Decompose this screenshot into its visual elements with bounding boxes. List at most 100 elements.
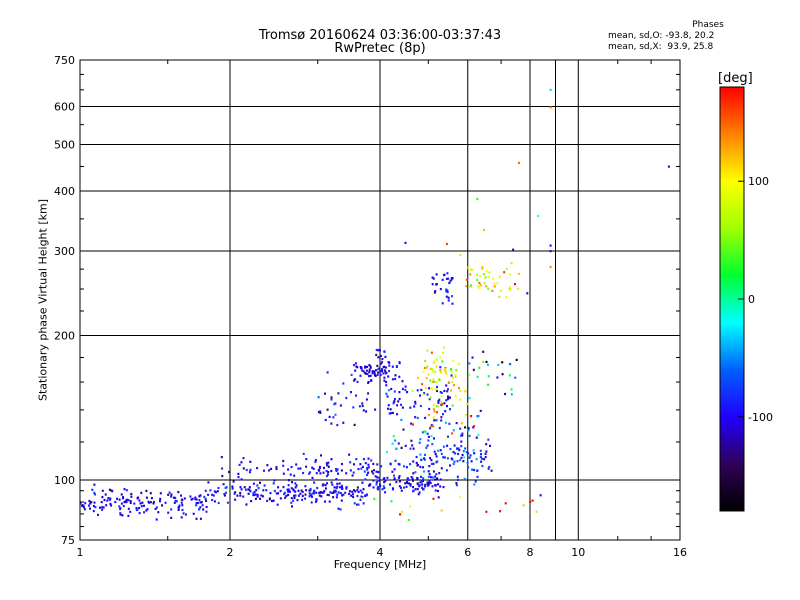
- data-point: [458, 387, 460, 390]
- data-point: [395, 481, 398, 484]
- data-point: [435, 473, 438, 476]
- data-point: [379, 484, 382, 488]
- data-point: [539, 494, 542, 497]
- data-point: [384, 366, 387, 369]
- data-point: [417, 493, 420, 496]
- data-point: [479, 284, 482, 287]
- data-point: [327, 465, 330, 468]
- data-point: [428, 387, 430, 390]
- data-point: [451, 295, 453, 298]
- data-point: [292, 499, 295, 502]
- data-point: [457, 478, 459, 481]
- data-point: [462, 450, 465, 453]
- data-point: [222, 483, 225, 486]
- data-point: [138, 506, 141, 510]
- data-point: [400, 418, 403, 421]
- data-point: [430, 387, 433, 390]
- data-point: [421, 483, 424, 486]
- data-point: [402, 428, 405, 431]
- data-point: [375, 483, 378, 486]
- data-point: [199, 494, 202, 497]
- data-point: [237, 476, 240, 479]
- data-point: [239, 491, 242, 495]
- data-point: [549, 265, 552, 269]
- data-point: [138, 499, 141, 502]
- data-point: [145, 496, 148, 499]
- data-point: [438, 472, 441, 475]
- data-point: [361, 497, 364, 500]
- data-point: [444, 410, 447, 413]
- data-point: [292, 488, 295, 491]
- data-point: [395, 447, 398, 450]
- data-point: [333, 403, 336, 406]
- data-point: [217, 501, 220, 505]
- data-point: [198, 495, 201, 498]
- data-point: [233, 492, 236, 495]
- data-point: [300, 489, 303, 492]
- data-point: [364, 494, 367, 497]
- data-point: [254, 497, 257, 500]
- data-point: [291, 505, 293, 508]
- data-point: [118, 505, 121, 508]
- data-point: [259, 497, 261, 500]
- data-point: [432, 470, 435, 473]
- data-point: [234, 491, 237, 494]
- data-point: [377, 349, 380, 352]
- data-point: [125, 499, 128, 502]
- data-point: [221, 467, 224, 470]
- data-point: [89, 502, 92, 505]
- data-point: [436, 411, 438, 414]
- data-point: [150, 497, 153, 500]
- data-point: [345, 396, 348, 400]
- data-point: [327, 461, 330, 464]
- data-point: [510, 388, 513, 391]
- y-tick-label: 100: [54, 474, 75, 487]
- data-point: [364, 372, 367, 375]
- data-point: [287, 489, 290, 492]
- data-point: [441, 302, 444, 305]
- data-point: [367, 471, 370, 474]
- data-point: [376, 463, 379, 466]
- data-point: [483, 458, 486, 461]
- data-point: [440, 416, 443, 419]
- data-point: [477, 433, 480, 437]
- data-point: [398, 397, 401, 401]
- data-point: [450, 278, 453, 281]
- data-point: [363, 470, 366, 473]
- grid-lines: [80, 60, 680, 540]
- data-point: [488, 271, 491, 274]
- data-point: [337, 507, 340, 510]
- data-point: [362, 370, 365, 373]
- data-point: [319, 472, 322, 475]
- data-point: [383, 481, 386, 484]
- data-point: [290, 497, 293, 500]
- data-point: [423, 457, 426, 460]
- data-point: [470, 460, 473, 463]
- data-point: [123, 488, 126, 491]
- data-point: [430, 435, 433, 438]
- data-point: [492, 277, 495, 280]
- data-point: [357, 468, 360, 471]
- data-point: [409, 483, 412, 486]
- data-point: [463, 477, 466, 480]
- data-point: [439, 288, 442, 291]
- data-point: [91, 488, 94, 491]
- data-point: [451, 376, 454, 379]
- data-point: [374, 498, 377, 501]
- data-point: [375, 481, 378, 484]
- data-point: [385, 384, 388, 387]
- data-point: [387, 404, 390, 407]
- data-point: [138, 512, 141, 515]
- data-point: [263, 484, 266, 487]
- data-point: [435, 283, 438, 286]
- data-point: [393, 390, 396, 393]
- data-point: [365, 410, 368, 413]
- data-point: [422, 477, 425, 480]
- data-point: [250, 500, 253, 503]
- data-point: [305, 465, 308, 468]
- y-tick-label: 200: [54, 330, 75, 343]
- data-point: [464, 426, 467, 429]
- data-point: [479, 275, 482, 278]
- data-point: [111, 490, 114, 493]
- data-point: [424, 483, 427, 486]
